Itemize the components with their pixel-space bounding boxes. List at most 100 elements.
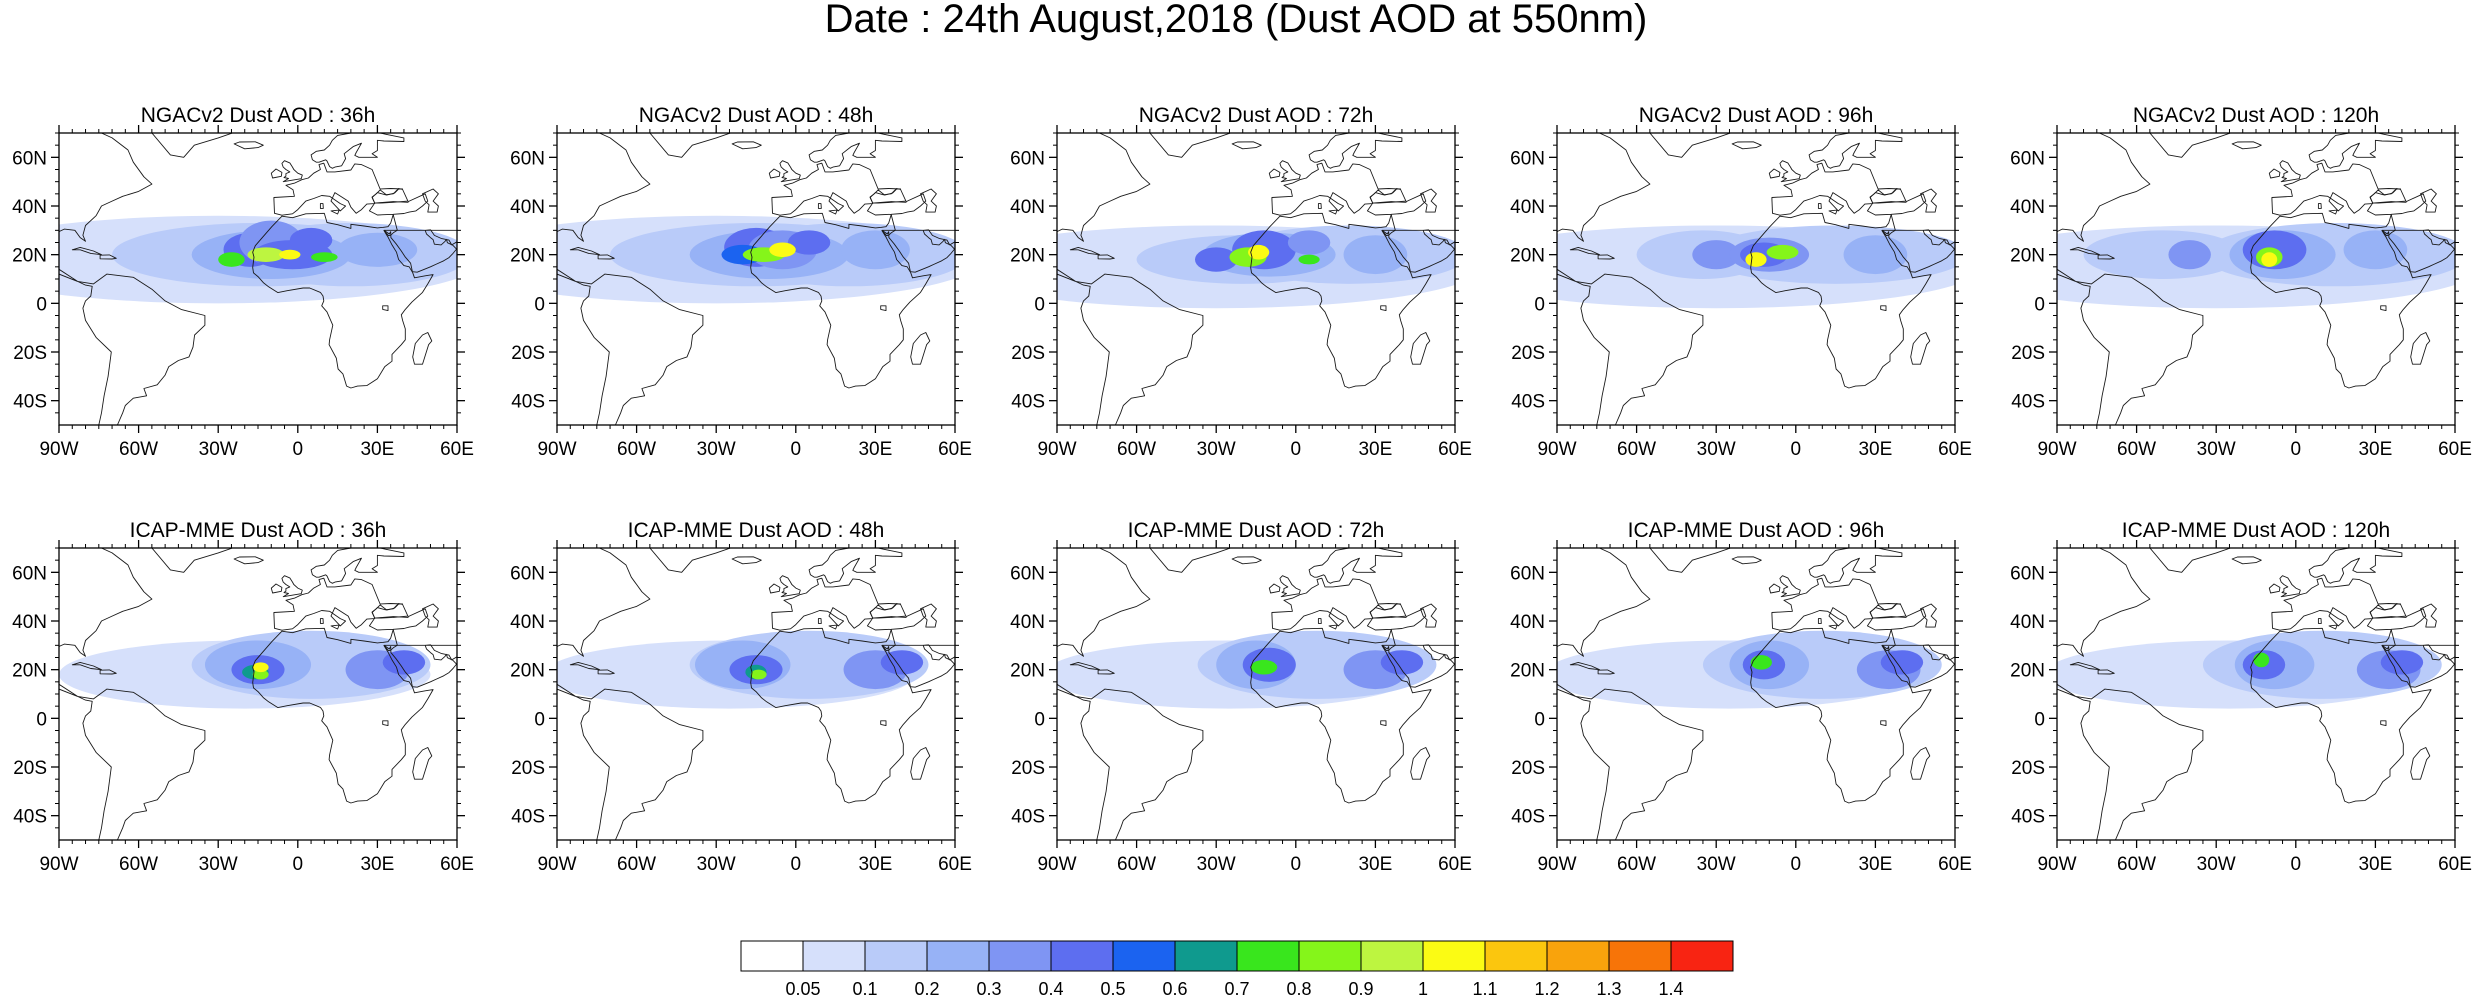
lat-tick-label: 40N (510, 197, 545, 218)
coastline-caspian (1920, 188, 1937, 213)
coastline-blackSea (869, 188, 907, 204)
lat-tick-label: 20N (2010, 661, 2045, 682)
coastline-blackSea (371, 603, 409, 619)
coastline-iceland (1731, 141, 1762, 150)
lon-tick-label: 60W (119, 854, 158, 875)
coastline-cuba (569, 661, 600, 671)
coastline-scandinavia (1808, 548, 1903, 584)
coastline-ireland (270, 583, 283, 594)
panel-title: NGACv2 Dust AOD : 72h (1139, 104, 1374, 127)
lat-tick-label: 60N (12, 148, 47, 169)
lat-tick-label: 0 (2034, 294, 2045, 315)
lat-tick-label: 20S (511, 343, 545, 364)
coastline-iceland (2231, 141, 2262, 150)
coastline-hispaniola (2097, 254, 2115, 260)
lat-tick-label: 20N (12, 661, 47, 682)
lat-tick-label: 20N (12, 246, 47, 267)
aod-contour (1343, 235, 1408, 275)
coastline-scandinavia (808, 548, 903, 584)
lat-tick-label: 20S (13, 758, 47, 779)
lon-tick-label: 30E (1858, 854, 1892, 875)
coastline-iceland (731, 141, 762, 150)
coastline-iceland (1231, 141, 1262, 150)
colorbar-tick-label: 0.6 (1162, 979, 1187, 995)
coastline-scandinavia (2308, 548, 2403, 584)
coastline-iceland (2231, 556, 2262, 565)
coastline-scandinavia (1308, 548, 1403, 584)
coastline-italyIsles (1817, 618, 1822, 624)
coastline-lakeVictoria (880, 720, 887, 727)
coastline-hispaniola (2097, 669, 2115, 675)
colorbar-tick-label: 0.4 (1038, 979, 1063, 995)
coastline-hispaniola (99, 254, 117, 260)
coastline-arabia (881, 229, 955, 273)
lon-tick-label: 30E (2358, 439, 2392, 460)
coastline-italyIsles (1817, 203, 1822, 209)
coastline-gbr (2279, 160, 2301, 183)
coastline-iceland (1731, 556, 1762, 565)
coastline-gbr (1279, 575, 1301, 598)
coastline-italyIsles (2317, 618, 2322, 624)
coastline-blackSea (2369, 603, 2407, 619)
coastline-southAmerica (1057, 683, 1204, 840)
lon-tick-label: 0 (1791, 854, 1802, 875)
lon-tick-label: 60W (617, 854, 656, 875)
lat-tick-label: 20S (2011, 343, 2045, 364)
coastline-northAmerica (1557, 548, 1651, 657)
colorbar-swatch (926, 940, 990, 972)
coastline-madagascar (412, 747, 433, 780)
lat-tick-label: 0 (36, 709, 47, 730)
aod-contour (1248, 244, 1270, 260)
map-panels: NGACv2 Dust AOD : 36h 90W 60W 30W 0 30E 60E 60N… (12, 104, 2472, 875)
coastline-southAmerica (1057, 268, 1204, 425)
coastline-iceland (233, 556, 264, 565)
coastline-ireland (1768, 168, 1781, 179)
map-panel: NGACv2 Dust AOD : 72h 90W 60W 30W 0 30E 60E 60N… (1010, 104, 1472, 460)
lat-tick-label: 20S (1011, 758, 1045, 779)
coastline-lakeVictoria (382, 305, 389, 312)
coastline-cuba (71, 661, 102, 671)
coastline-cuba (1069, 661, 1100, 671)
map-panel: NGACv2 Dust AOD : 96h 90W 60W 30W 0 30E 60E 60N… (1510, 104, 1972, 460)
lon-tick-label: 0 (1291, 439, 1302, 460)
map-panel: NGACv2 Dust AOD : 36h 90W 60W 30W 0 30E 60E 60N… (12, 104, 474, 460)
coastline-sicily (2328, 624, 2338, 630)
colorbar-swatch (1484, 940, 1548, 972)
coastline-scandinavia (2308, 133, 2403, 169)
coastline-scandinavia (310, 133, 405, 169)
lat-tick-label: 20N (1010, 661, 1045, 682)
coastline-gbr (281, 160, 303, 183)
colorbar-swatch (740, 940, 804, 972)
lat-tick-label: 40S (2011, 392, 2045, 413)
coastline-madagascar (1410, 332, 1431, 365)
coastline-ireland (768, 168, 781, 179)
aod-contour (1380, 650, 1424, 675)
coastline-sicily (2328, 209, 2338, 215)
coastline-lakeVictoria (880, 305, 887, 312)
lon-tick-label: 30E (1358, 439, 1392, 460)
aod-contour (750, 669, 767, 680)
dust-aod-field (557, 630, 929, 709)
lon-tick-label: 30E (1358, 854, 1392, 875)
lat-tick-label: 40N (1510, 197, 1545, 218)
coastlines (1557, 133, 1955, 425)
coastline-caspian (2420, 188, 2437, 213)
aod-contour (218, 252, 245, 267)
coastline-greenland (649, 133, 732, 158)
colorbar-tick-label: 0.2 (914, 979, 939, 995)
lon-tick-label: 30E (2358, 854, 2392, 875)
lat-tick-label: 40S (2011, 807, 2045, 828)
lat-tick-label: 40S (511, 807, 545, 828)
colorbar-swatch (1298, 940, 1362, 972)
coastline-sicily (1828, 624, 1838, 630)
coastline-southAmerica (557, 683, 704, 840)
lon-tick-label: 30W (2197, 439, 2236, 460)
lon-tick-label: 60E (440, 854, 474, 875)
aod-contour (1692, 240, 1741, 270)
lon-tick-label: 30W (1697, 439, 1736, 460)
coastline-sicily (1828, 209, 1838, 215)
lon-tick-label: 90W (2037, 439, 2076, 460)
lat-tick-label: 40S (1511, 807, 1545, 828)
coastline-gbr (2279, 575, 2301, 598)
coastline-lakeVictoria (1380, 305, 1387, 312)
